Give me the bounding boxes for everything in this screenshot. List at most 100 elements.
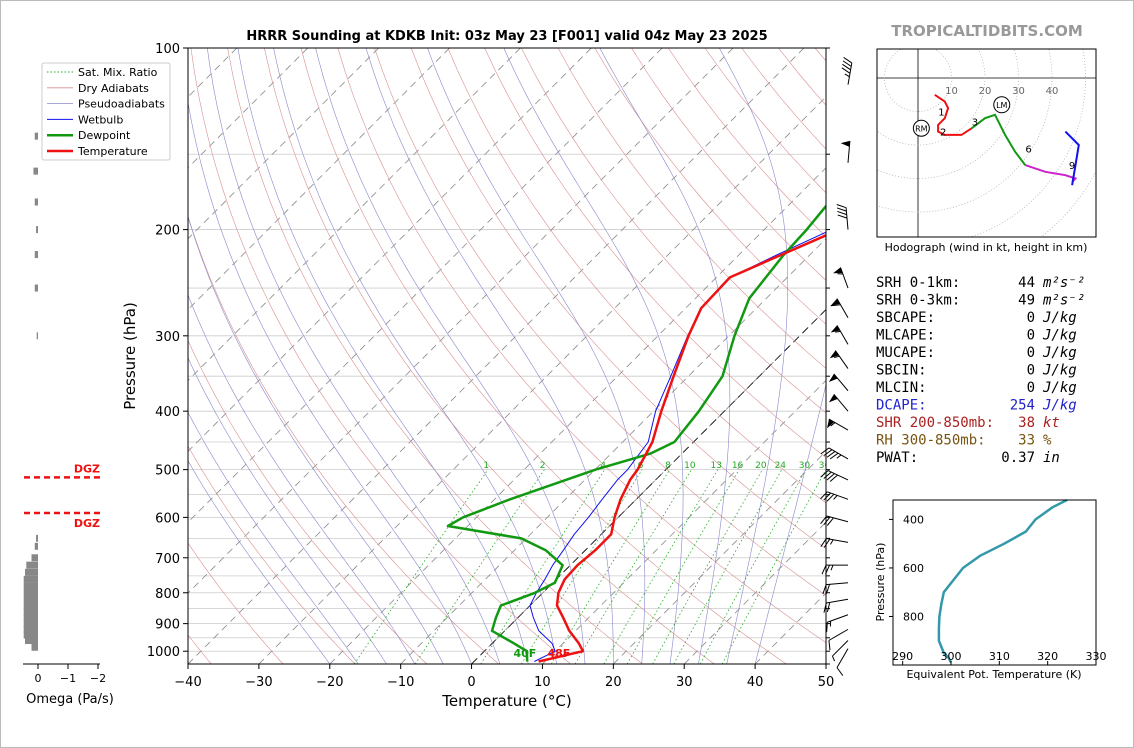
pseudo-adiabat xyxy=(188,293,416,664)
hodo-marker-label: LM xyxy=(996,101,1007,110)
skewt-background: 1 2 4 6 8 10 13 16 20 24 30 36 xyxy=(0,48,826,664)
barb-staff xyxy=(847,62,853,85)
theta-e-frame xyxy=(892,499,1097,666)
barb-staff xyxy=(827,470,849,481)
dry-adiabat xyxy=(190,48,571,664)
hodo-ring-label: 20 xyxy=(979,86,992,97)
theta-e-x-tick-label: 320 xyxy=(1037,650,1058,663)
stat-value: 38 xyxy=(1018,415,1035,431)
wind-barb xyxy=(833,267,849,289)
barb-pennant xyxy=(829,350,839,359)
barb-staff xyxy=(836,298,849,318)
barb-staff xyxy=(833,393,849,412)
mixing-ratio-label: 16 xyxy=(732,461,744,471)
barb-flag xyxy=(823,602,827,613)
isotherm-line xyxy=(0,48,24,664)
pseudo-adiabat xyxy=(719,48,788,664)
stat-unit: kt xyxy=(1043,415,1060,431)
pseudo-adiabat xyxy=(365,48,614,664)
stat-unit: J/kg xyxy=(1042,363,1077,379)
legend-label: Dewpoint xyxy=(78,129,131,142)
barb-staff xyxy=(832,640,849,657)
barb-flag xyxy=(823,516,831,525)
dry-adiabat xyxy=(447,48,826,504)
isotherm-line xyxy=(188,48,592,452)
barb-flag xyxy=(836,207,847,212)
stat-label: MUCAPE: xyxy=(876,345,935,361)
freezing-isotherm xyxy=(471,308,826,664)
barb-half xyxy=(833,495,838,500)
hodo-height-label: 2 xyxy=(940,128,946,139)
y-tick-label: 800 xyxy=(155,587,180,602)
pseudo-adiabat xyxy=(754,383,826,664)
wind-barb xyxy=(826,614,849,633)
barb-half xyxy=(830,564,834,571)
dewpoint-profile xyxy=(446,204,826,662)
hodo-height-label: 6 xyxy=(1025,144,1031,155)
mixing-ratio-line xyxy=(521,469,643,664)
theta-e-y-axis-label: Pressure (hPa) xyxy=(874,543,887,622)
barb-flag xyxy=(823,471,832,479)
dgz-label: DGZ xyxy=(74,462,100,475)
omega-bar xyxy=(31,554,38,562)
barb-flag xyxy=(823,449,833,456)
stat-unit: % xyxy=(1043,433,1052,449)
barb-flag xyxy=(820,491,828,500)
hodograph-caption: Hodograph (wind in kt, height in km) xyxy=(885,241,1088,254)
theta-e-x-tick-label: 290 xyxy=(892,650,913,663)
stat-value: 0 xyxy=(1027,310,1035,326)
hodo-height-label: 3 xyxy=(972,118,978,129)
barb-flag xyxy=(826,473,835,481)
stat-value: 0.37 xyxy=(1001,450,1035,466)
hodo-segment xyxy=(1024,164,1078,183)
pseudo-adiabat xyxy=(315,48,586,664)
stat-unit: J/kg xyxy=(1042,380,1077,396)
x-tick-label: −20 xyxy=(316,675,343,690)
isotherm-line xyxy=(188,48,309,169)
isotherm-line xyxy=(825,663,826,664)
mixing-ratio-line xyxy=(353,469,489,664)
barb-flag xyxy=(837,210,847,216)
barb-flag xyxy=(837,214,848,219)
dry-adiabat xyxy=(484,48,826,459)
x-tick-label: 40 xyxy=(747,675,764,690)
barb-staff xyxy=(826,538,849,543)
barb-staff xyxy=(845,207,849,230)
hodo-marker-label: RM xyxy=(915,124,928,133)
pseudo-adiabat xyxy=(237,48,529,664)
barb-staff xyxy=(836,648,849,668)
stat-unit: J/kg xyxy=(1042,398,1077,414)
y-tick-label: 700 xyxy=(155,552,180,567)
wind-barb xyxy=(828,373,849,392)
y-tick-label: 100 xyxy=(155,42,180,57)
legend-label: Sat. Mix. Ratio xyxy=(78,66,158,79)
omega-bar xyxy=(31,643,38,651)
y-tick-label: 1000 xyxy=(147,645,180,660)
omega-tick-label: −2 xyxy=(90,672,106,685)
stat-value: 0 xyxy=(1027,380,1035,396)
isotherm-line xyxy=(188,48,805,664)
barb-flag xyxy=(820,538,827,547)
mixing-ratio-line xyxy=(574,469,692,664)
surface-temperature-label: 48F xyxy=(547,647,570,660)
barb-staff xyxy=(834,350,849,369)
omega-bar xyxy=(25,568,38,576)
omega-bar xyxy=(23,608,38,616)
barb-pennant xyxy=(828,394,838,403)
stat-unit: J/kg xyxy=(1042,328,1077,344)
wind-barb xyxy=(840,140,851,163)
mixing-ratio-line xyxy=(652,469,763,664)
stat-value: 44 xyxy=(1018,275,1035,291)
barb-pennant xyxy=(830,325,840,333)
stat-unit: m²s⁻² xyxy=(1042,293,1085,309)
barb-flag xyxy=(820,515,828,525)
omega-bar xyxy=(23,620,38,628)
mixing-ratio-line xyxy=(550,469,671,664)
hodo-ring-label: 10 xyxy=(945,86,958,97)
mixing-ratio-label: 1 xyxy=(483,461,489,471)
hodo-storm-motion-marker xyxy=(993,96,1011,114)
barb-flag xyxy=(822,584,827,595)
barb-staff xyxy=(827,491,849,500)
